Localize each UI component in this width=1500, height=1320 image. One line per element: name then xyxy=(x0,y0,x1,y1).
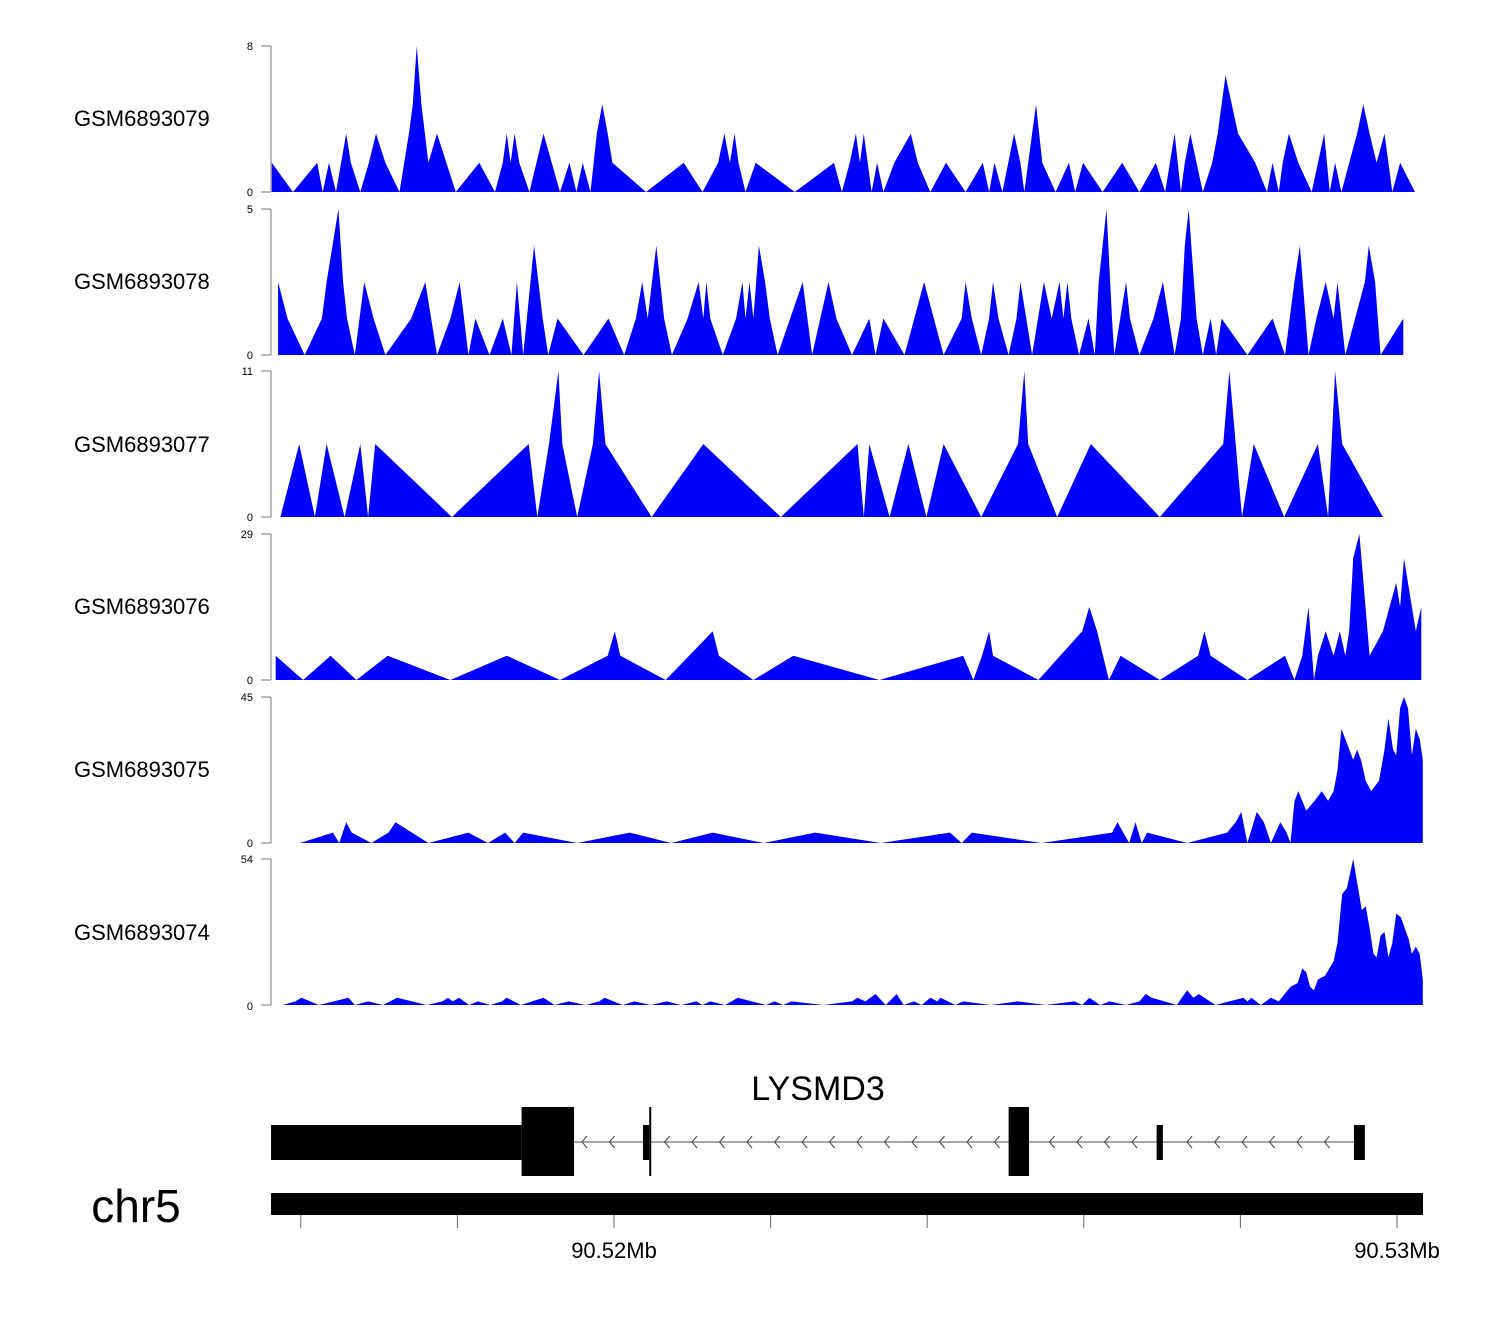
strand-arrow-icon xyxy=(993,1135,1000,1149)
strand-arrow-icon xyxy=(911,1135,918,1149)
coverage-area xyxy=(271,46,1415,192)
chromosome-bar xyxy=(271,1193,1423,1215)
chromosome-label: chr5 xyxy=(91,1180,180,1232)
track-GSM6893078 xyxy=(261,208,1404,356)
y-tick-max: 11 xyxy=(242,366,253,378)
track-GSM6893075 xyxy=(261,696,1423,844)
y-tick-zero: 0 xyxy=(247,675,253,687)
coverage-area xyxy=(300,697,1423,843)
track-label: GSM6893078 xyxy=(74,269,210,294)
y-tick-max: 8 xyxy=(247,41,253,53)
coding-exon xyxy=(521,1107,575,1176)
track-GSM6893079 xyxy=(261,45,1415,193)
strand-arrow-icon xyxy=(608,1135,615,1149)
y-tick-zero: 0 xyxy=(247,512,253,524)
strand-arrow-icon xyxy=(1213,1135,1220,1149)
strand-arrow-icon xyxy=(691,1135,698,1149)
strand-arrow-icon xyxy=(856,1135,863,1149)
track-label: GSM6893077 xyxy=(74,432,210,457)
gene-model xyxy=(271,1107,1365,1176)
strand-arrow-icon xyxy=(966,1135,973,1149)
utr-exon xyxy=(271,1125,522,1160)
strand-arrow-icon xyxy=(1268,1135,1275,1149)
coding-exon xyxy=(1008,1107,1029,1176)
y-tick-max: 5 xyxy=(247,204,253,216)
x-axis-label: 90.53Mb xyxy=(1354,1238,1440,1263)
strand-arrow-icon xyxy=(828,1135,835,1149)
track-label: GSM6893079 xyxy=(74,106,210,131)
genome-axis: 90.52Mb 90.53Mb xyxy=(300,1215,1440,1263)
strand-arrow-icon xyxy=(1186,1135,1193,1149)
track-label: GSM6893076 xyxy=(74,594,210,619)
strand-arrow-icon xyxy=(1103,1135,1110,1149)
strand-arrow-icon xyxy=(1296,1135,1303,1149)
strand-arrow-icon xyxy=(581,1135,588,1149)
strand-arrow-icon xyxy=(883,1135,890,1149)
utr-exon xyxy=(642,1125,650,1160)
y-tick-zero: 0 xyxy=(247,838,253,850)
strand-arrow-icon xyxy=(1131,1135,1138,1149)
coverage-area xyxy=(280,371,1383,517)
x-axis-label: 90.52Mb xyxy=(571,1238,657,1263)
strand-arrow-icon xyxy=(1076,1135,1083,1149)
track-label: GSM6893075 xyxy=(74,757,210,782)
utr-exon xyxy=(1353,1125,1365,1160)
track-GSM6893076 xyxy=(261,533,1422,681)
track-GSM6893074 xyxy=(261,858,1423,1006)
strand-arrow-icon xyxy=(1323,1135,1330,1149)
track-label: GSM6893074 xyxy=(74,920,210,945)
strand-arrow-icon xyxy=(1048,1135,1055,1149)
y-tick-max: 29 xyxy=(241,529,253,541)
strand-arrow-icon xyxy=(718,1135,725,1149)
coverage-tracks xyxy=(261,45,1423,1006)
y-tick-max: 45 xyxy=(241,692,253,704)
gene-label: LYSMD3 xyxy=(751,1070,885,1108)
coverage-area xyxy=(275,534,1422,680)
y-tick-zero: 0 xyxy=(247,187,253,199)
track-GSM6893077 xyxy=(261,370,1383,518)
utr-exon xyxy=(1156,1125,1163,1160)
coverage-area xyxy=(278,209,1404,355)
strand-arrow-icon xyxy=(746,1135,753,1149)
strand-arrow-icon xyxy=(801,1135,808,1149)
strand-arrow-icon xyxy=(773,1135,780,1149)
strand-arrow-icon xyxy=(1241,1135,1248,1149)
coverage-area xyxy=(282,859,1423,1005)
strand-arrow-icon xyxy=(663,1135,670,1149)
y-tick-zero: 0 xyxy=(247,350,253,362)
strand-arrow-icon xyxy=(938,1135,945,1149)
coding-exon xyxy=(649,1107,652,1176)
y-tick-max: 54 xyxy=(241,854,253,866)
y-tick-zero: 0 xyxy=(247,1001,253,1013)
